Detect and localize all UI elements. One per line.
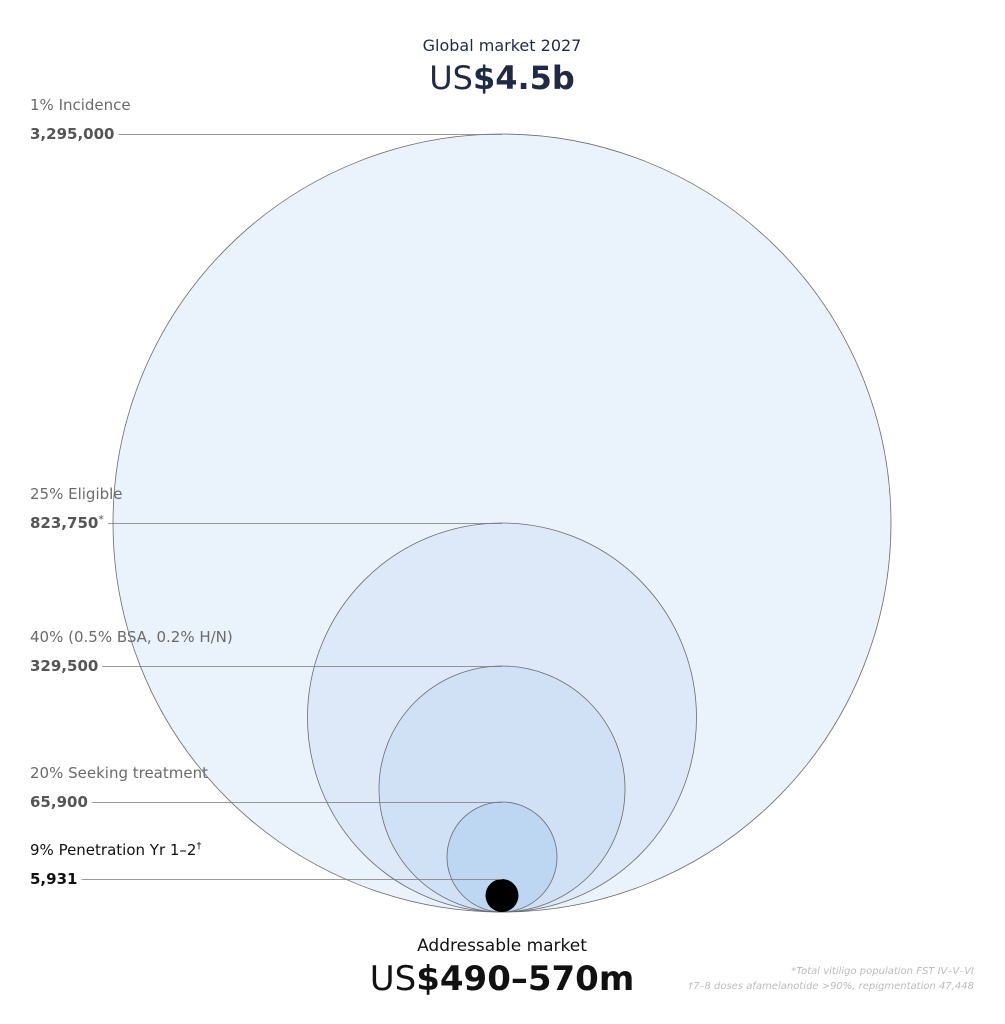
category-text: 25% Eligible xyxy=(30,485,123,503)
category-label: 9% Penetration Yr 1–2† xyxy=(30,841,201,859)
value-label: 823,750* xyxy=(30,513,104,532)
footnote: *Total vitiligo population FST IV–V–VI xyxy=(791,966,974,977)
category-label: 25% Eligible xyxy=(30,485,123,503)
category-text: 40% (0.5% BSA, 0.2% H/N) xyxy=(30,628,233,646)
value-label: 65,900 xyxy=(30,793,88,811)
headline-prefix: US xyxy=(429,59,473,97)
value-text: 3,295,000 xyxy=(30,125,114,143)
footer-title: Addressable market xyxy=(417,936,587,956)
circle xyxy=(485,878,519,913)
footnote-mark: † xyxy=(196,841,201,852)
value-label: 329,500 xyxy=(30,657,98,675)
value-text: 329,500 xyxy=(30,657,98,675)
labels: 1% Incidence 3,295,000 25% Eligible 823,750… xyxy=(30,96,502,888)
category-text: 20% Seeking treatment xyxy=(30,764,208,782)
category-label: 20% Seeking treatment xyxy=(30,764,208,782)
category-text: 1% Incidence xyxy=(30,96,131,114)
headline-amount: $4.5b xyxy=(473,59,575,97)
footnote-mark: * xyxy=(98,513,104,526)
footnote: †7–8 doses afamelanotide >90%, repigment… xyxy=(688,981,974,992)
headline: US$4.5b xyxy=(429,59,575,97)
footer-headline-prefix: US xyxy=(370,959,416,999)
chart-title: Global market 2027 xyxy=(423,36,582,55)
value-text: 5,931 xyxy=(30,870,77,888)
footer-headline: US$490–570m xyxy=(370,959,635,999)
value-text: 65,900 xyxy=(30,793,88,811)
category-label: 1% Incidence xyxy=(30,96,131,114)
circles xyxy=(112,133,892,913)
value-text: 823,750 xyxy=(30,514,98,532)
category-text: 9% Penetration Yr 1–2 xyxy=(30,841,196,859)
circle xyxy=(446,801,558,913)
value-label: 5,931 xyxy=(30,870,77,888)
category-label: 40% (0.5% BSA, 0.2% H/N) xyxy=(30,628,233,646)
value-label: 3,295,000 xyxy=(30,125,114,143)
footer-headline-amount: $490–570m xyxy=(416,959,634,999)
